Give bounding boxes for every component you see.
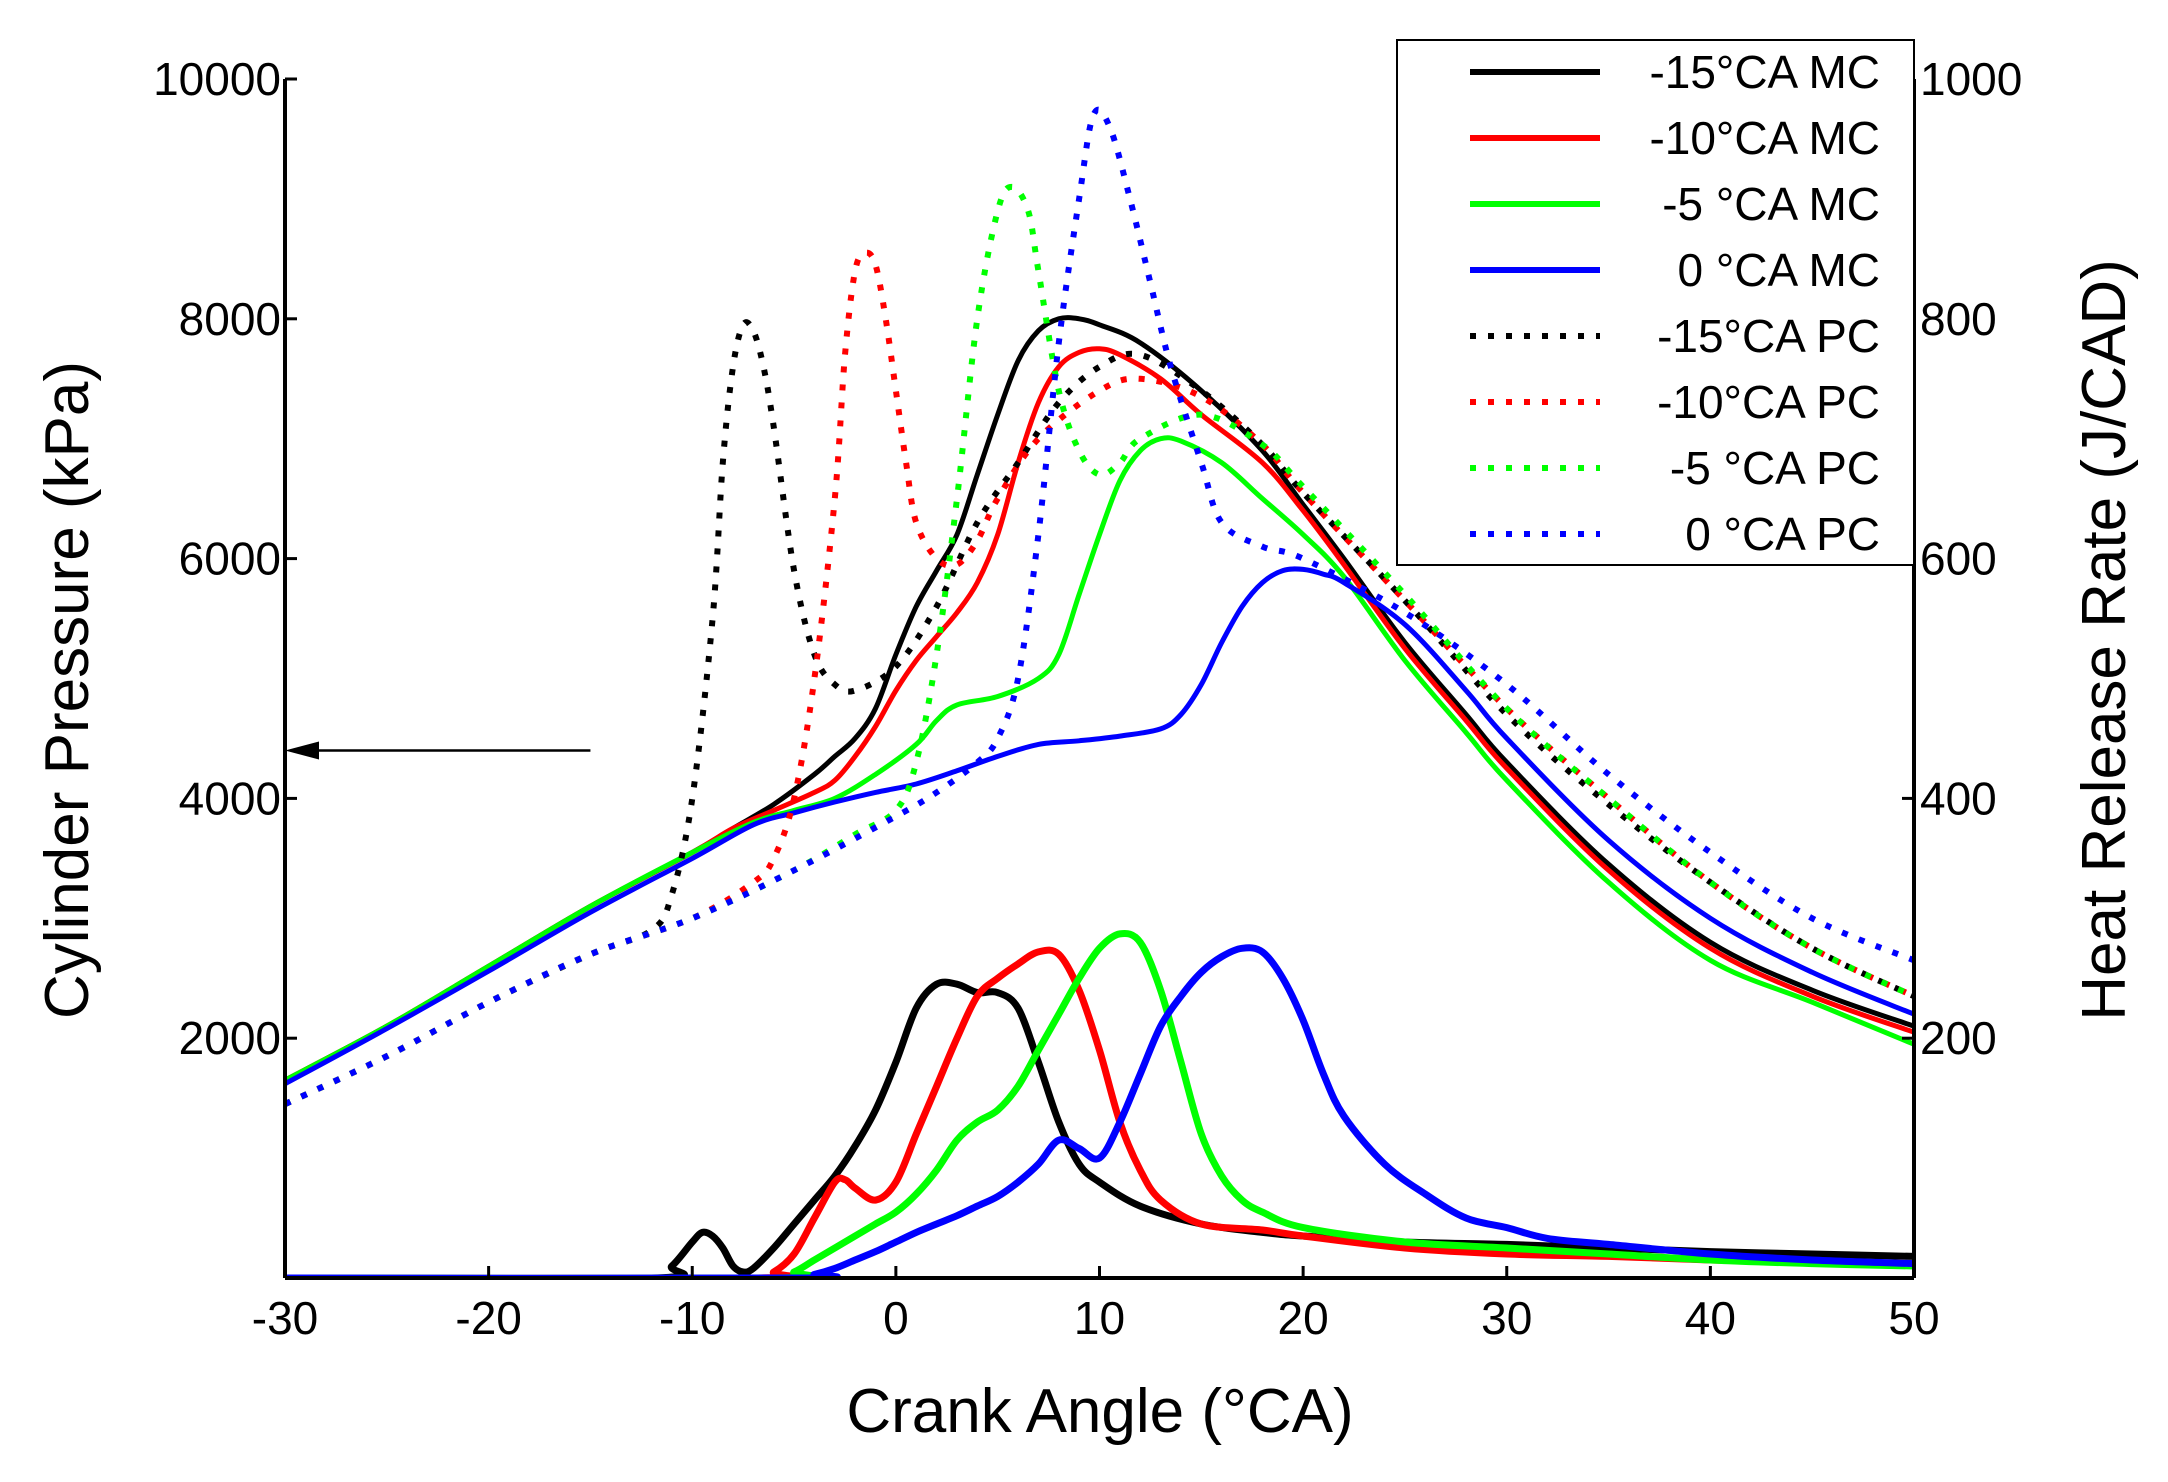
series-0-degca-mc-hrr — [285, 944, 1914, 1278]
x-tick-label: -20 — [455, 1292, 521, 1344]
series-0-degca-mc — [285, 566, 1914, 1086]
legend-label-5-degca-pc: -5 °CA PC — [1670, 442, 1880, 494]
series-15degca-pc — [285, 319, 1914, 1107]
legend-label-15degca-pc: -15°CA PC — [1657, 310, 1880, 362]
y2-tick-label: 1000 — [1920, 53, 2022, 105]
series-5-degca-mc-hrr — [285, 929, 1914, 1278]
y-tick-label: 8000 — [179, 293, 281, 345]
series-5-degca-mc — [285, 435, 1914, 1083]
legend-label-10degca-pc: -10°CA PC — [1657, 376, 1880, 428]
y-tick-label: 6000 — [179, 533, 281, 585]
x-tick-label: 0 — [883, 1292, 909, 1344]
y-tick-label: 4000 — [179, 772, 281, 824]
y-axis-title: Cylinder Pressure (kPa) — [33, 361, 102, 1019]
ticks-layer: -30 -20 -10 0 10 20 30 40 50 2000 4000 6000 8000 1000… — [153, 53, 2022, 1344]
x-tick-label: 10 — [1074, 1292, 1125, 1344]
y2-tick-label: 800 — [1920, 293, 1997, 345]
legend-label-0-degca-pc: 0 °CA PC — [1685, 508, 1880, 560]
y2-axis-title: Heat Release Rate (J/CAD) — [2070, 259, 2139, 1021]
legend-label-5-degca-mc: -5 °CA MC — [1662, 178, 1880, 230]
x-tick-label: -30 — [252, 1292, 318, 1344]
x-tick-label: 40 — [1685, 1292, 1736, 1344]
legend: -15°CA MC -10°CA MC -5 °CA MC 0 °CA MC -15°C… — [1396, 39, 1915, 566]
x-tick-label: 50 — [1888, 1292, 1939, 1344]
y-tick-label: 10000 — [153, 53, 281, 105]
series-5-degca-pc — [285, 183, 1914, 1107]
legend-label-10degca-mc: -10°CA MC — [1649, 112, 1880, 164]
x-tick-label: 20 — [1278, 1292, 1329, 1344]
y2-tick-label: 400 — [1920, 772, 1997, 824]
series-layer — [285, 106, 1914, 1278]
x-tick-label: 30 — [1481, 1292, 1532, 1344]
legend-box — [1396, 39, 1915, 566]
x-tick-label: -10 — [659, 1292, 725, 1344]
legend-label-15degca-mc: -15°CA MC — [1649, 46, 1880, 98]
arrow-left — [285, 741, 591, 760]
series-10degca-mc-hrr — [285, 946, 1914, 1278]
y2-tick-label: 200 — [1920, 1012, 1997, 1064]
x-axis-title: Crank Angle (°CA) — [846, 1377, 1353, 1446]
legend-label-0-degca-mc: 0 °CA MC — [1678, 244, 1880, 296]
series-10degca-mc — [285, 346, 1914, 1083]
y2-tick-label: 600 — [1920, 533, 1997, 585]
y-tick-label: 2000 — [179, 1012, 281, 1064]
